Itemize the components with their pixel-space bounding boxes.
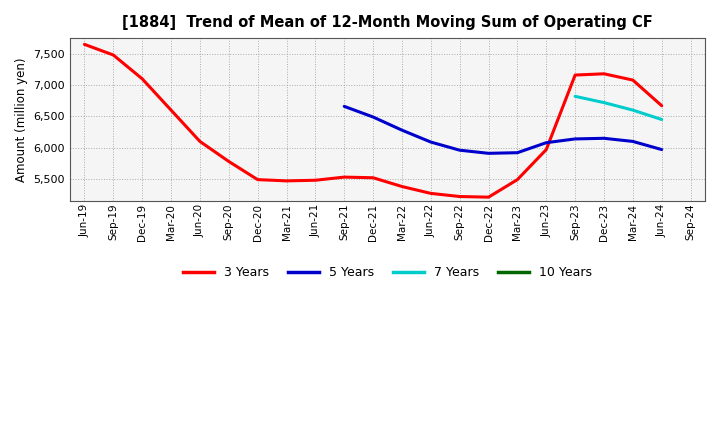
- Line: 5 Years: 5 Years: [344, 106, 662, 153]
- 7 Years: [571, 94, 580, 99]
- Legend: 3 Years, 5 Years, 7 Years, 10 Years: 3 Years, 5 Years, 7 Years, 10 Years: [178, 261, 598, 284]
- 3 Years: [109, 52, 117, 58]
- Line: 3 Years: 3 Years: [84, 44, 662, 197]
- 3 Years: [253, 177, 262, 182]
- Y-axis label: Amount (million yen): Amount (million yen): [15, 57, 28, 182]
- Line: 7 Years: 7 Years: [575, 96, 662, 120]
- 3 Years: [138, 76, 146, 81]
- 3 Years: [369, 175, 377, 180]
- 5 Years: [455, 147, 464, 153]
- 3 Years: [542, 147, 551, 152]
- 5 Years: [629, 139, 637, 144]
- 5 Years: [542, 140, 551, 145]
- 3 Years: [426, 191, 435, 196]
- 5 Years: [485, 150, 493, 156]
- 5 Years: [513, 150, 522, 155]
- 3 Years: [657, 103, 666, 108]
- 7 Years: [629, 107, 637, 113]
- 3 Years: [455, 194, 464, 199]
- 5 Years: [397, 128, 406, 133]
- 3 Years: [571, 73, 580, 78]
- 5 Years: [369, 114, 377, 120]
- 7 Years: [657, 117, 666, 122]
- 3 Years: [282, 178, 291, 183]
- Title: [1884]  Trend of Mean of 12-Month Moving Sum of Operating CF: [1884] Trend of Mean of 12-Month Moving …: [122, 15, 653, 30]
- 5 Years: [571, 136, 580, 142]
- 3 Years: [340, 175, 348, 180]
- 5 Years: [657, 147, 666, 152]
- 5 Years: [426, 139, 435, 145]
- 3 Years: [225, 159, 233, 164]
- 3 Years: [196, 139, 204, 144]
- 3 Years: [513, 177, 522, 182]
- 7 Years: [600, 100, 608, 105]
- 3 Years: [311, 178, 320, 183]
- 3 Years: [629, 77, 637, 83]
- 3 Years: [167, 107, 176, 113]
- 3 Years: [80, 42, 89, 47]
- 3 Years: [485, 194, 493, 200]
- 5 Years: [600, 136, 608, 141]
- 3 Years: [397, 184, 406, 189]
- 3 Years: [600, 71, 608, 77]
- 5 Years: [340, 104, 348, 109]
